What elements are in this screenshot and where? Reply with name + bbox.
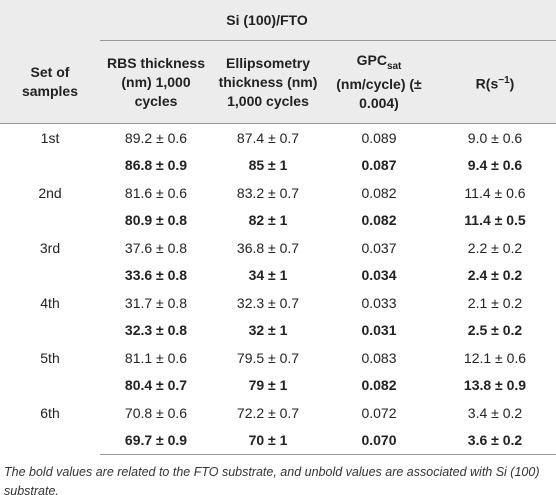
table-row: 80.4 ± 0.7 79 ± 1 0.082 13.8 ± 0.9 <box>0 372 556 400</box>
table-cell: 31.7 ± 0.8 <box>124 294 188 311</box>
table-cell: 0.089 <box>361 129 397 146</box>
table-cell: 0.082 <box>361 212 397 229</box>
table-title: Si (100)/FTO <box>100 0 434 41</box>
title-row: Si (100)/FTO <box>0 0 556 41</box>
table-cell: 0.031 <box>361 322 397 339</box>
table-cell: 81.1 ± 0.6 <box>124 349 188 366</box>
table-cell: 0.083 <box>361 349 397 366</box>
title-filler <box>434 0 556 41</box>
table-row: 3rd 37.6 ± 0.8 36.8 ± 0.7 0.037 2.2 ± 0.2 <box>0 234 556 262</box>
header-subscript: sat <box>386 60 402 72</box>
set-label: 3rd <box>39 240 61 256</box>
table-cell: 37.6 ± 0.8 <box>124 239 188 256</box>
table-cell: 0.087 <box>361 157 397 174</box>
table-cell: 9.4 ± 0.6 <box>467 157 523 174</box>
set-label: 6th <box>40 405 60 421</box>
table-cell: 34 ± 1 <box>248 267 288 284</box>
header-text: (nm/cycle) (± 0.004) <box>336 76 422 112</box>
table-cell: 83.2 ± 0.7 <box>236 184 300 201</box>
table-cell: 0.033 <box>361 294 397 311</box>
table-cell: 79.5 ± 0.7 <box>236 349 300 366</box>
table-cell: 0.082 <box>361 184 397 201</box>
table-row: 1st 89.2 ± 0.6 87.4 ± 0.7 0.089 9.0 ± 0.6 <box>0 124 556 152</box>
table-cell: 0.082 <box>361 377 397 394</box>
table-row: 5th 81.1 ± 0.6 79.5 ± 0.7 0.083 12.1 ± 0.6 <box>0 344 556 372</box>
table-cell: 2.1 ± 0.2 <box>467 294 523 311</box>
set-label: 1st <box>40 130 60 146</box>
column-header: GPCsat (nm/cycle) (± 0.004) <box>324 40 434 124</box>
table-cell: 0.037 <box>361 239 397 256</box>
column-header: Ellipsometry thickness (nm) 1,000 cycles <box>212 40 324 124</box>
footnote: The bold values are related to the FTO s… <box>4 465 540 495</box>
table-cell: 0.034 <box>361 267 397 284</box>
table-cell: 72.2 ± 0.7 <box>236 404 300 421</box>
set-label: 4th <box>40 295 60 311</box>
table-cell: 70 ± 1 <box>212 426 324 455</box>
table-cell: 11.4 ± 0.6 <box>464 184 526 201</box>
table-head: Si (100)/FTO Set of samples RBS thickness… <box>0 0 556 124</box>
column-header: R(s−1) <box>434 40 556 124</box>
table-cell: 12.1 ± 0.6 <box>463 349 527 366</box>
table-cell: 36.8 ± 0.7 <box>236 239 300 256</box>
table-cell: 86.8 ± 0.9 <box>124 157 188 174</box>
set-label: 5th <box>40 350 60 366</box>
table-cell: 33.6 ± 0.8 <box>124 267 188 284</box>
corner-cell <box>0 0 100 41</box>
table-cell: 70.8 ± 0.6 <box>124 404 188 421</box>
table-cell: 11.4 ± 0.5 <box>464 212 526 229</box>
table-cell: 9.0 ± 0.6 <box>467 129 523 146</box>
table-cell: 32 ± 1 <box>248 322 288 339</box>
table-cell: 3.6 ± 0.2 <box>434 426 556 455</box>
column-header: RBS thickness (nm) 1,000 cycles <box>100 40 212 124</box>
table-cell: 0.072 <box>361 404 397 421</box>
table-cell: 80.4 ± 0.7 <box>124 377 188 394</box>
table-cell: 87.4 ± 0.7 <box>236 129 300 146</box>
table-cell: 79 ± 1 <box>248 377 288 394</box>
table-row: 33.6 ± 0.8 34 ± 1 0.034 2.4 ± 0.2 <box>0 262 556 290</box>
table-cell: 89.2 ± 0.6 <box>124 129 188 146</box>
table-cell: 32.3 ± 0.7 <box>236 294 300 311</box>
header-text: ) <box>509 75 515 92</box>
table-cell: 2.2 ± 0.2 <box>467 239 523 256</box>
table-row: 6th 70.8 ± 0.6 72.2 ± 0.7 0.072 3.4 ± 0.2 <box>0 399 556 427</box>
table-cell: 2.5 ± 0.2 <box>467 322 523 339</box>
header-superscript: −1 <box>498 74 510 86</box>
table-cell: 3.4 ± 0.2 <box>467 404 523 421</box>
table-cell: 32.3 ± 0.8 <box>124 322 188 339</box>
data-table: Si (100)/FTO Set of samples RBS thickness… <box>0 0 556 455</box>
table-cell: 85 ± 1 <box>248 157 288 174</box>
table-row: 69.7 ± 0.9 70 ± 1 0.070 3.6 ± 0.2 <box>0 426 556 455</box>
header-text: GPC <box>356 51 387 68</box>
table-cell: 69.7 ± 0.9 <box>100 426 212 455</box>
table-cell: 13.8 ± 0.9 <box>463 377 527 394</box>
table-row: 2nd 81.6 ± 0.6 83.2 ± 0.7 0.082 11.4 ± 0.6 <box>0 179 556 207</box>
table-row: 4th 31.7 ± 0.8 32.3 ± 0.7 0.033 2.1 ± 0.2 <box>0 289 556 317</box>
table-cell: 2.4 ± 0.2 <box>467 267 523 284</box>
table-row: 80.9 ± 0.8 82 ± 1 0.082 11.4 ± 0.5 <box>0 207 556 235</box>
table-cell: 82 ± 1 <box>248 212 288 229</box>
table-row: 32.3 ± 0.8 32 ± 1 0.031 2.5 ± 0.2 <box>0 317 556 345</box>
set-label: 2nd <box>38 185 62 201</box>
table-cell: 80.9 ± 0.8 <box>124 212 188 229</box>
table-cell: 81.6 ± 0.6 <box>124 184 188 201</box>
column-header: Set of samples <box>0 40 100 124</box>
table-row: 86.8 ± 0.9 85 ± 1 0.087 9.4 ± 0.6 <box>0 152 556 180</box>
header-text: R(s <box>475 75 499 92</box>
table-body: 1st 89.2 ± 0.6 87.4 ± 0.7 0.089 9.0 ± 0.6 86.… <box>0 124 556 455</box>
table-cell: 0.070 <box>324 426 434 455</box>
header-row: Set of samples RBS thickness (nm) 1,000 c… <box>0 40 556 124</box>
